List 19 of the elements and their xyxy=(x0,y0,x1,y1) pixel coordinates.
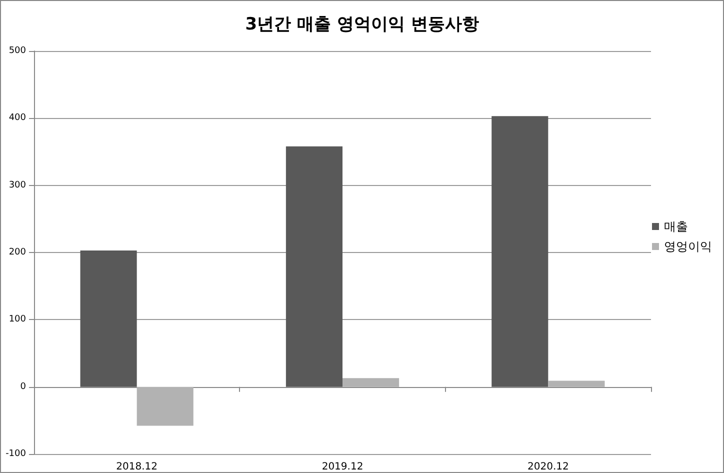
y-tick-label: 100 xyxy=(8,314,26,325)
y-tick-label: 500 xyxy=(8,46,26,56)
bar xyxy=(492,116,548,387)
legend-label: 매출 xyxy=(664,220,688,234)
chart-title: 3년간 매출 영억이익 변동사항 xyxy=(245,14,479,34)
bar xyxy=(342,378,400,387)
y-tick-label: 300 xyxy=(8,180,26,190)
y-tick-label: -100 xyxy=(6,449,26,459)
y-tick-label: 400 xyxy=(8,113,26,124)
y-tick-label: 0 xyxy=(20,382,26,392)
y-tick-label: 200 xyxy=(8,248,26,258)
bar xyxy=(548,380,605,387)
bar xyxy=(286,146,342,387)
bar xyxy=(136,386,194,426)
x-tick-label: 2020.12 xyxy=(527,462,569,472)
x-tick-label: 2019.12 xyxy=(322,462,364,472)
x-tick-label: 2018.12 xyxy=(116,462,158,472)
legend-label: 영엉이익 xyxy=(664,240,712,254)
bar xyxy=(80,250,137,387)
